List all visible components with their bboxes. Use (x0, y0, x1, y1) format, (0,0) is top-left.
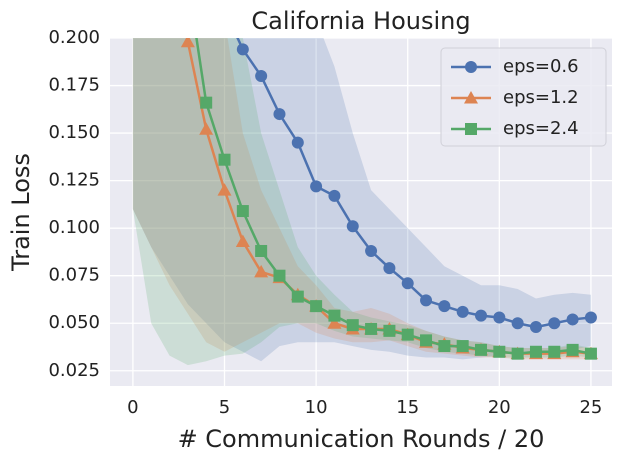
legend-box (440, 47, 607, 147)
legend: eps=0.6 eps=1.2 eps=2.4 (440, 47, 607, 147)
marker (420, 334, 433, 347)
marker (291, 136, 304, 149)
marker (219, 3, 231, 15)
y-tick-label: 0.125 (48, 170, 100, 191)
marker (566, 343, 579, 356)
axes: 0 5 10 15 20 25 0.025 0.050 0.075 0.100 0.125 0.150… (48, 27, 602, 418)
marker (401, 328, 414, 341)
marker (383, 262, 396, 275)
marker (475, 309, 488, 322)
marker (584, 347, 597, 360)
x-tick-label: 15 (396, 397, 419, 418)
grid (110, 37, 612, 386)
marker (346, 220, 359, 233)
marker (291, 290, 304, 303)
marker (365, 322, 378, 335)
x-tick-label: 20 (488, 397, 511, 418)
marker (438, 340, 451, 353)
y-tick-label: 0.150 (48, 122, 100, 143)
marker (180, 38, 195, 48)
marker (401, 277, 414, 290)
y-tick-label: 0.175 (48, 75, 100, 96)
marker (465, 61, 477, 73)
marker (493, 311, 506, 324)
marker (511, 347, 524, 360)
marker (218, 153, 231, 166)
marker (327, 316, 342, 329)
x-axis-label: # Communication Rounds / 20 (178, 425, 545, 453)
marker (365, 244, 378, 257)
chart-title: California Housing (251, 7, 470, 35)
x-tick-label: 10 (305, 397, 328, 418)
marker (456, 305, 469, 318)
marker (310, 180, 323, 193)
marker (328, 189, 341, 202)
marker (255, 70, 268, 83)
marker (529, 345, 542, 358)
y-tick-label: 0.050 (48, 312, 100, 333)
marker (548, 345, 561, 358)
marker (199, 122, 214, 135)
marker (328, 309, 341, 322)
x-tick-label: 0 (127, 397, 138, 418)
x-tick-label: 25 (579, 397, 602, 418)
confidence-band (132, 38, 591, 362)
marker (584, 311, 597, 324)
y-axis-label: Train Loss (7, 153, 35, 272)
marker (346, 319, 359, 332)
marker (217, 183, 232, 196)
plot (132, 3, 598, 366)
confidence-band (132, 38, 591, 366)
marker (438, 300, 451, 313)
legend-label: eps=0.6 (503, 56, 579, 77)
marker (548, 317, 561, 330)
legend-label: eps=1.2 (503, 87, 579, 108)
marker (566, 313, 579, 326)
y-tick-label: 0.025 (48, 360, 100, 381)
marker (420, 294, 433, 307)
y-tick-label: 0.200 (48, 27, 100, 48)
marker (235, 234, 250, 247)
marker (465, 123, 477, 135)
marker (529, 321, 542, 334)
marker (493, 345, 506, 358)
marker (456, 340, 469, 353)
marker (236, 205, 249, 218)
marker (310, 300, 323, 313)
marker (254, 264, 269, 278)
marker (511, 317, 524, 330)
marker (236, 43, 249, 56)
confidence-band (132, 38, 591, 360)
legend-label: eps=2.4 (503, 118, 579, 139)
marker (255, 244, 268, 257)
y-tick-label: 0.075 (48, 265, 100, 286)
marker (273, 269, 286, 282)
marker (383, 324, 396, 337)
y-tick-label: 0.100 (48, 217, 100, 238)
marker (273, 108, 286, 121)
marker (200, 96, 213, 109)
marker (475, 343, 488, 356)
x-tick-label: 5 (219, 397, 230, 418)
marker (464, 91, 478, 104)
